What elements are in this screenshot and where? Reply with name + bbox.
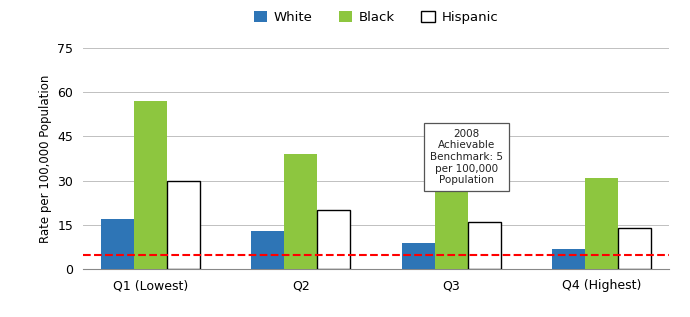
Bar	[585, 178, 618, 269]
Bar	[251, 231, 284, 269]
Bar	[134, 101, 167, 269]
Bar	[101, 219, 134, 269]
Bar	[552, 249, 585, 269]
Bar	[435, 175, 468, 269]
Text: 2008
Achievable
Benchmark: 5
per 100,000
Population: 2008 Achievable Benchmark: 5 per 100,000…	[430, 129, 503, 185]
Bar	[167, 181, 200, 269]
Bar	[284, 154, 317, 269]
Legend: White, Black, Hispanic: White, Black, Hispanic	[249, 5, 503, 29]
Bar	[618, 228, 651, 269]
Bar	[402, 243, 435, 269]
Bar	[317, 210, 351, 269]
Y-axis label: Rate per 100,000 Population: Rate per 100,000 Population	[39, 74, 52, 243]
Bar	[468, 222, 501, 269]
